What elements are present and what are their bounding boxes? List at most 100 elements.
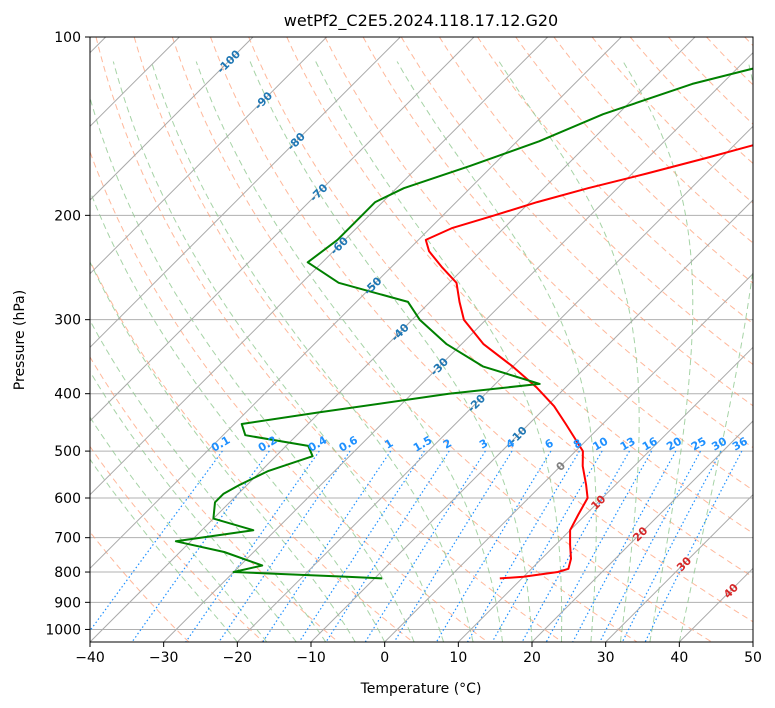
mixing-ratio-line [545, 450, 653, 642]
isotherm-line [752, 641, 753, 642]
profile-lines [174, 67, 753, 580]
isotherm-line [457, 346, 753, 642]
y-tick-label: 100 [54, 30, 81, 46]
mixing-ratio-line [364, 450, 486, 642]
moist-adiabat [112, 61, 445, 642]
moist-adiabat [396, 61, 597, 642]
isotherm-line [384, 272, 753, 642]
dry-adiabat [90, 531, 190, 642]
isotherm-line [90, 37, 328, 275]
dry-adiabat [90, 356, 339, 642]
isotherm-line [90, 37, 622, 570]
temperature-line [424, 144, 753, 580]
isotherm-line [678, 567, 753, 642]
mixing-ratio-line [185, 450, 320, 642]
x-tick-label: 20 [523, 650, 541, 666]
x-tick-label: −20 [223, 650, 253, 666]
dry-adiabat [744, 37, 753, 47]
x-tick-label: 50 [744, 650, 762, 666]
moist-adiabat [90, 96, 415, 642]
mixing-ratio-line [325, 450, 450, 642]
isotherm-line [531, 420, 753, 642]
mixing-ratio-line [621, 450, 722, 642]
moist-adiabat [90, 370, 297, 642]
dry-adiabat [324, 37, 753, 491]
mixing-ratio-line [572, 450, 677, 642]
mixing-ratio-line [218, 450, 351, 642]
moist-adiabat [315, 61, 563, 642]
isotherm-line [90, 37, 475, 422]
y-tick-label: 300 [54, 313, 81, 329]
dry-adiabat [90, 445, 264, 642]
mixing-ratio-line [298, 450, 425, 642]
mixing-ratio-line [599, 450, 702, 642]
y-axis-label: Pressure (hPa) [12, 290, 28, 390]
isotherm-line [90, 37, 696, 642]
dry-adiabat [438, 37, 753, 366]
mixing-ratio-line [491, 450, 603, 642]
isotherm-line [605, 493, 753, 642]
moist-adiabats [90, 61, 753, 642]
moist-adiabat [678, 61, 753, 642]
chart-title: wetPf2_C2E5.2024.118.17.12.G20 [284, 11, 558, 31]
mixing-ratio-line [466, 450, 580, 642]
dewpoint-line [174, 67, 753, 580]
dry-adiabat [90, 150, 488, 642]
y-tick-label: 500 [54, 444, 81, 460]
moist-adiabat [90, 319, 327, 642]
y-axis-ticks: 100 200 300 400 500 600 700 800 900 1000 [45, 30, 90, 638]
x-tick-label: −10 [296, 650, 326, 666]
moist-adiabat [249, 61, 533, 642]
dry-adiabat [477, 37, 753, 325]
x-tick-label: 0 [380, 650, 389, 666]
isotherm-line [90, 37, 549, 496]
moist-adiabat [90, 416, 268, 642]
mixing-ratio-line [644, 450, 743, 642]
moist-adiabat [622, 61, 694, 642]
isotherm-line [90, 37, 401, 349]
moist-adiabat [195, 61, 503, 642]
dry-adiabat [248, 37, 753, 578]
y-tick-label: 200 [54, 208, 81, 224]
dry-adiabat [591, 37, 753, 204]
y-tick-label: 800 [54, 565, 81, 581]
mixing-ratio-line [262, 450, 392, 642]
y-tick-label: 400 [54, 387, 81, 403]
plot-frame [89, 36, 754, 643]
isotherm-label: -80 [285, 130, 308, 153]
isotherm-line [163, 51, 753, 642]
y-tick-label: 600 [54, 491, 81, 507]
x-axis-label: Temperature (°C) [360, 681, 482, 697]
dry-adiabat [95, 37, 563, 642]
mixing-ratio-label: 2 [441, 437, 454, 452]
pressure-gridlines [90, 36, 753, 630]
isotherm-line [310, 199, 753, 642]
mixing-ratio-line [90, 450, 223, 632]
mixing-ratio-line [521, 450, 631, 642]
isotherm-line [90, 37, 254, 201]
dry-adiabat [668, 37, 753, 125]
y-tick-label: 1000 [45, 622, 81, 638]
x-tick-label: −40 [75, 650, 105, 666]
moist-adiabat [90, 189, 386, 642]
isotherm-lines [90, 37, 753, 642]
mixing-ratio-label: 6 [543, 436, 556, 451]
mixing-ratio-lines [90, 450, 743, 642]
dry-adiabat [553, 37, 753, 244]
moist-adiabat [150, 61, 474, 642]
moist-adiabat [90, 260, 356, 642]
y-tick-label: 900 [54, 595, 81, 611]
y-tick-label: 700 [54, 531, 81, 547]
x-axis-ticks: −40 −30 −20 −10 0 10 20 30 40 50 [75, 642, 762, 666]
dry-adiabat [706, 37, 753, 86]
x-tick-label: −30 [149, 650, 179, 666]
isotherm-line [236, 125, 753, 642]
moist-adiabat [90, 458, 238, 642]
dry-adiabat [133, 37, 638, 642]
isotherm-label: -100 [215, 47, 244, 76]
x-tick-label: 40 [670, 650, 688, 666]
x-tick-label: 30 [597, 650, 615, 666]
dry-adiabat [210, 37, 753, 623]
